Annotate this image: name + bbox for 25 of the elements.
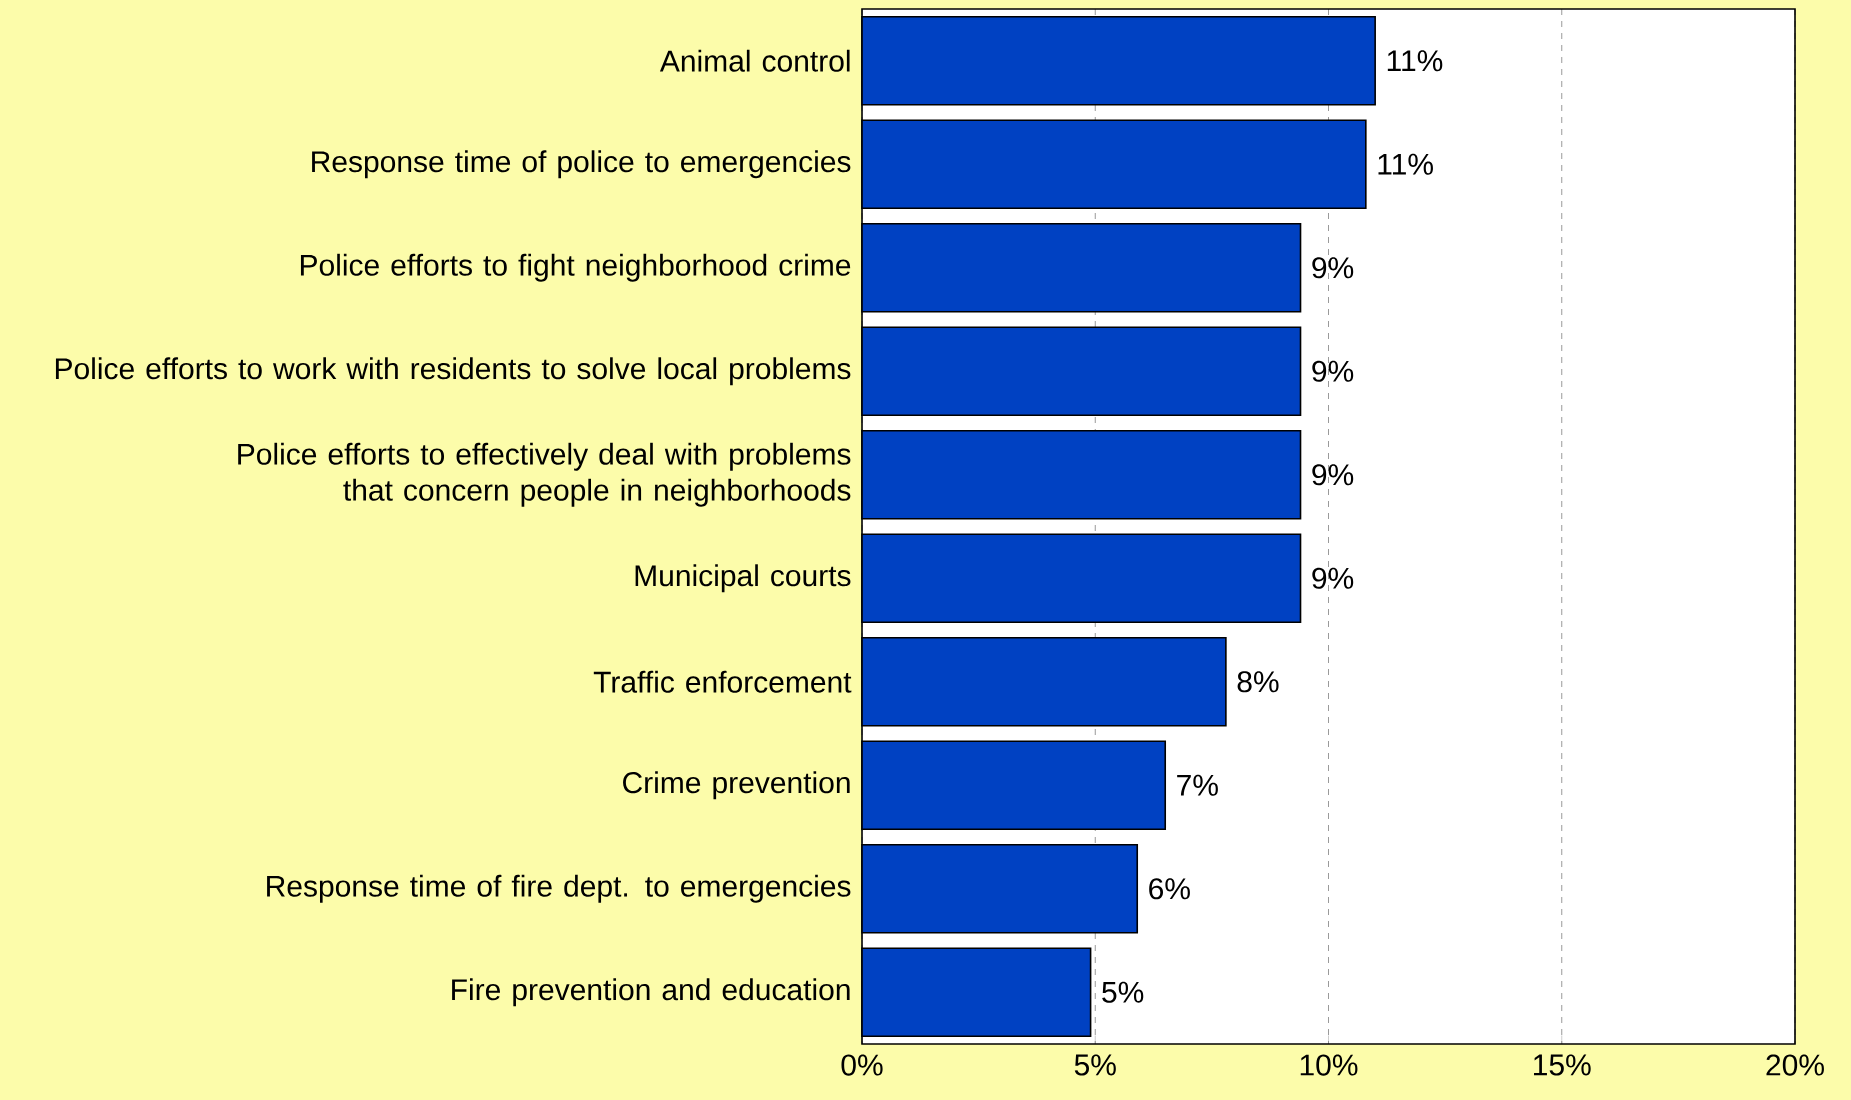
y-tick-label: Traffic enforcement xyxy=(593,670,852,693)
y-tick-label: Response time of police to emergencies xyxy=(312,150,851,179)
x-tick-label: 0% xyxy=(841,1054,883,1076)
data-label: 9% xyxy=(1312,360,1354,382)
y-tick-label: Crime prevention xyxy=(623,771,850,800)
data-label: 9% xyxy=(1312,567,1354,589)
data-label: 11% xyxy=(1378,153,1433,175)
data-label: 9% xyxy=(1312,257,1354,279)
y-tick-label: Animal control xyxy=(659,49,850,72)
y-tick-label: Police efforts to work with residents to solve local problems xyxy=(55,357,851,386)
x-tick-label: 15% xyxy=(1534,1054,1591,1076)
x-tick-label: 10% xyxy=(1300,1054,1358,1076)
x-tick-label: 5% xyxy=(1074,1054,1116,1076)
y-tick-label: Municipal courts xyxy=(635,564,851,593)
y-tick-label: Police efforts to effectively deal with problems that concern people in neighborhoods xyxy=(238,442,851,507)
data-label: 9% xyxy=(1312,464,1354,486)
y-tick-label: Police efforts to fight neighborhood crime xyxy=(300,253,851,282)
data-label: 8% xyxy=(1237,671,1279,693)
data-label: 6% xyxy=(1149,878,1190,900)
data-label: 11% xyxy=(1387,50,1443,72)
data-label: 5% xyxy=(1102,981,1144,1003)
y-tick-label: Response time of fire dept. to emergencies xyxy=(267,874,851,903)
x-tick-label: 20% xyxy=(1766,1054,1824,1076)
data-label: 7% xyxy=(1177,774,1218,796)
y-tick-label: Fire prevention and education xyxy=(452,978,850,1007)
